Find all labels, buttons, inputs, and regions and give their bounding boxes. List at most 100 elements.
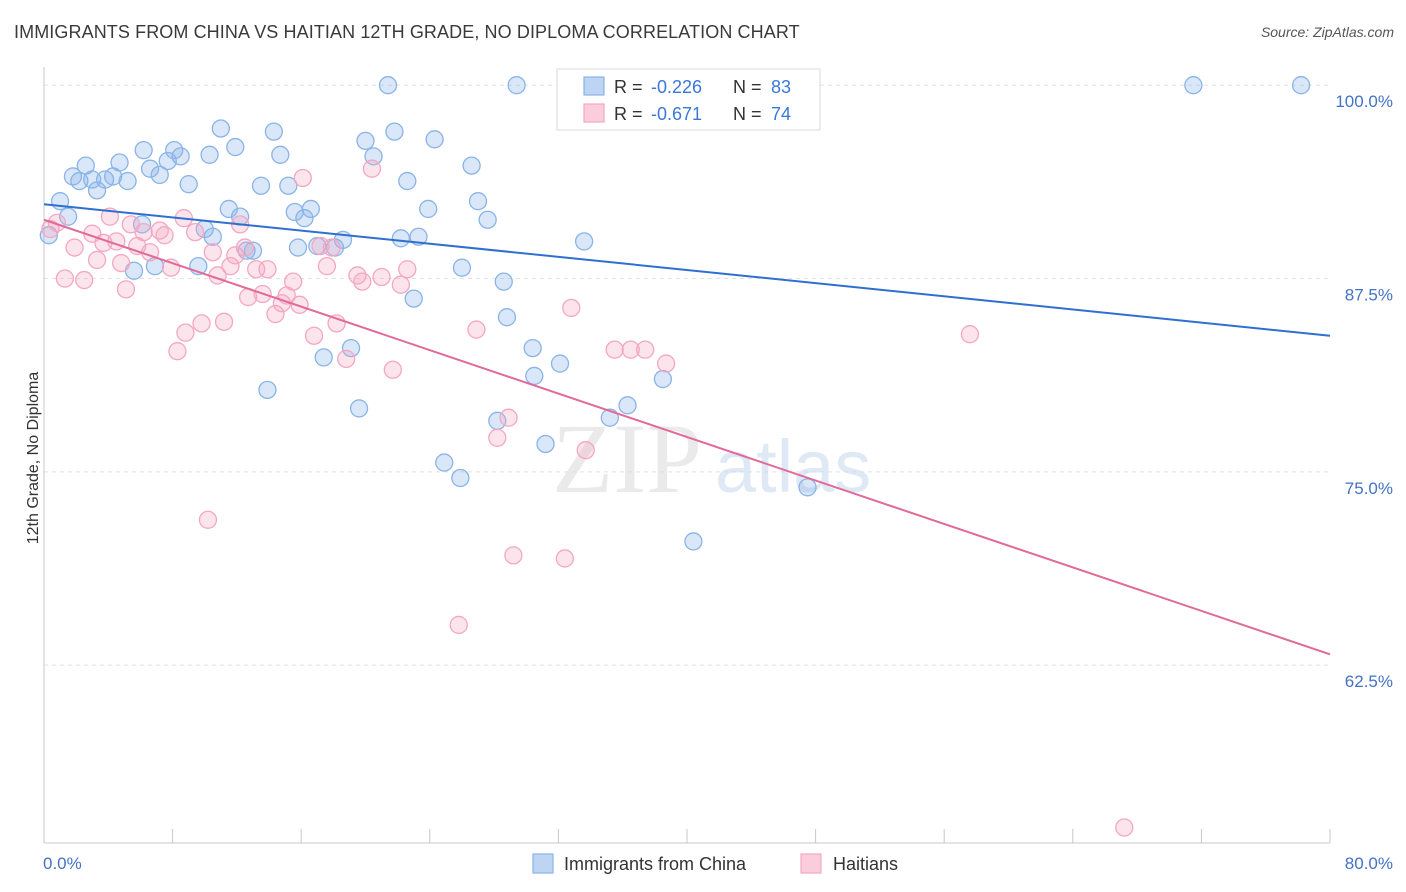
haitians-point-55 [449,615,468,635]
haitians-point-44 [317,256,337,276]
x-tick-label-max: 80.0% [1345,854,1393,873]
series-haitians [41,159,1134,837]
haitians-point-40 [290,295,309,314]
china-point-70 [550,354,570,373]
china-point-64 [494,272,513,291]
watermark-atlas: atlas [715,425,871,508]
china-point-61 [468,192,488,211]
haitians-point-66 [656,354,676,373]
legend-r-value-haitians: -0.671 [651,104,702,124]
legend-n-value-haitians: 74 [771,104,791,124]
haitians-point-45 [322,238,341,257]
chart-source: Source: ZipAtlas.com [1260,24,1394,40]
haitians-point-49 [353,272,372,291]
haitians-point-53 [391,275,411,294]
china-point-65 [497,308,517,327]
haitians-point-22 [185,222,205,242]
y-tick-labels: 100.0% 87.5% 75.0% 62.5% [1335,92,1393,691]
china-point-2 [58,207,78,226]
china-point-69 [536,434,555,454]
haitians-point-63 [605,340,624,359]
haitians-point-25 [203,243,222,262]
china-point-58 [451,468,470,488]
haitians-point-51 [372,267,391,287]
china-point-76 [684,532,703,551]
haitians-point-19 [168,342,187,361]
haitians-point-65 [636,340,655,359]
china-point-40 [301,199,320,219]
china-point-42 [314,348,333,367]
haitians-point-41 [293,168,312,188]
legend-n-value-china: 83 [771,77,791,97]
haitians-point-56 [467,320,486,339]
haitians-point-28 [221,256,240,276]
haitians-point-10 [112,253,131,273]
china-point-74 [618,396,637,415]
gridlines [44,84,1330,666]
china-point-57 [435,453,454,472]
legend-r-label-china: R = [614,77,643,97]
china-point-34 [264,122,284,141]
haitians-point-6 [87,250,107,270]
china-point-78 [1184,76,1203,95]
china-point-55 [419,199,438,219]
china-point-53 [404,289,423,308]
haitians-point-68 [1115,818,1134,837]
china-point-21 [179,175,198,194]
china-point-59 [452,258,472,277]
haitians-point-59 [504,546,523,565]
legend-r-label-haitians: R = [614,104,643,124]
china-point-10 [110,153,129,172]
china-point-75 [653,369,673,389]
china-point-51 [391,229,411,248]
legend-n-label-china: N = [733,77,762,97]
china-point-46 [349,399,369,418]
china-point-26 [211,119,230,138]
haitians-point-57 [488,428,507,447]
haitians-point-39 [284,272,303,291]
haitians-point-11 [116,280,136,299]
trend-lines [43,203,1331,656]
y-tick-label-0: 100.0% [1335,92,1393,111]
haitians-point-21 [176,323,195,342]
china-point-32 [251,176,271,195]
china-point-49 [378,76,398,95]
china-point-50 [385,122,404,141]
china-point-38 [288,238,308,257]
china-point-73 [600,408,619,427]
china-point-47 [356,131,375,151]
china-point-11 [118,171,137,191]
haitians-point-23 [192,314,211,333]
haitians-point-48 [348,266,367,285]
china-point-79 [1291,76,1311,95]
haitians-point-54 [398,260,417,279]
china-point-66 [507,76,526,95]
haitians-point-64 [621,340,640,359]
trend-line-haitians [43,218,1331,656]
haitians-point-14 [134,222,153,242]
series-legend: Immigrants from China Haitians [532,853,898,874]
haitians-point-3 [65,238,84,257]
bottom-legend-label-china: Immigrants from China [564,854,747,874]
china-point-45 [341,338,361,358]
china-point-30 [237,241,256,260]
bottom-legend-swatch-haitians [800,853,822,874]
haitians-point-62 [576,441,595,460]
haitians-point-61 [562,298,581,318]
china-point-54 [409,227,428,246]
china-point-67 [523,338,542,358]
bottom-legend-label-haitians: Haitians [833,854,898,874]
bottom-legend-swatch-china [532,853,554,874]
china-point-56 [425,130,444,149]
x-tick-labels: 0.0% 80.0% [43,854,1393,873]
haitians-point-1 [47,213,67,232]
y-tick-label-3: 62.5% [1345,672,1393,691]
legend-swatch-haitians [583,103,605,123]
chart-title: IMMIGRANTS FROM CHINA VS HAITIAN 12TH GR… [14,22,800,42]
haitians-point-2 [55,269,75,288]
haitians-point-67 [960,325,980,344]
china-point-36 [279,176,298,195]
china-point-52 [398,171,417,191]
china-point-24 [200,145,219,164]
haitians-point-52 [383,360,402,379]
